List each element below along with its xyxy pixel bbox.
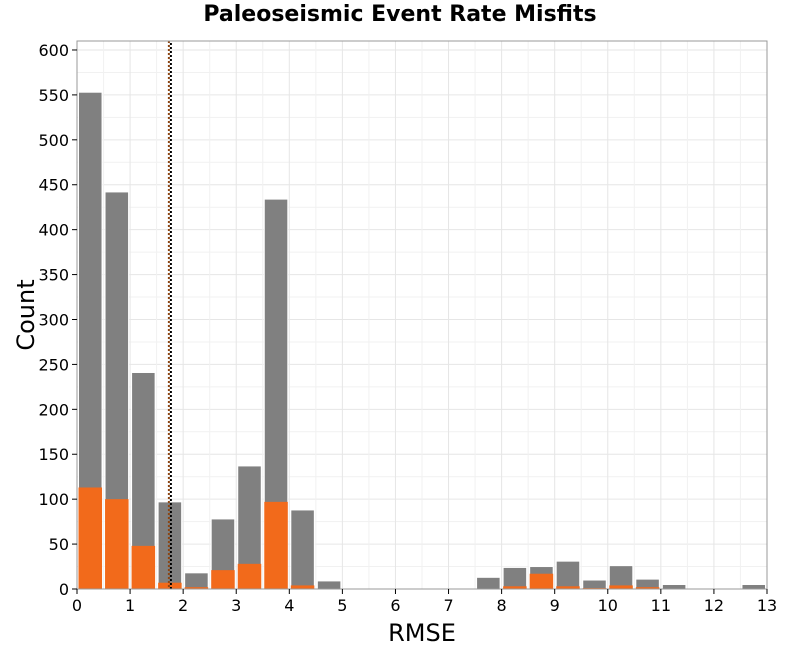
bar bbox=[264, 501, 288, 589]
bar bbox=[237, 563, 262, 589]
y-tick-label: 400 bbox=[38, 221, 69, 240]
y-axis-title: Count bbox=[12, 279, 40, 350]
bar bbox=[582, 579, 607, 590]
y-tick-label: 600 bbox=[38, 41, 69, 60]
x-tick-label: 6 bbox=[390, 596, 400, 615]
bar bbox=[502, 566, 528, 590]
y-tick-label: 550 bbox=[38, 86, 69, 105]
bar bbox=[184, 572, 209, 590]
x-tick-label: 10 bbox=[598, 596, 618, 615]
bar bbox=[555, 560, 581, 590]
x-tick-label: 11 bbox=[651, 596, 671, 615]
x-tick-label: 12 bbox=[704, 596, 724, 615]
x-tick-label: 0 bbox=[72, 596, 82, 615]
bar bbox=[184, 587, 209, 589]
x-ticks: 0 1 2 3 4 5 6 7 8 9 10 11 12 13 bbox=[72, 589, 777, 615]
chart-title: Paleoseismic Event Rate Misfits bbox=[203, 2, 597, 27]
y-tick-label: 500 bbox=[38, 131, 69, 150]
x-tick-label: 1 bbox=[125, 596, 135, 615]
y-tick-label: 50 bbox=[49, 535, 69, 554]
y-tick-label: 300 bbox=[38, 310, 69, 329]
y-tick-label: 200 bbox=[38, 400, 69, 419]
x-tick-label: 13 bbox=[757, 596, 777, 615]
y-ticks: 0 50 100 150 200 250 300 350 400 450 500 550 600 bbox=[38, 41, 77, 599]
x-tick-label: 7 bbox=[443, 596, 453, 615]
x-tick-label: 8 bbox=[497, 596, 507, 615]
y-tick-label: 250 bbox=[38, 355, 69, 374]
x-tick-label: 2 bbox=[178, 596, 188, 615]
x-tick-label: 3 bbox=[231, 596, 241, 615]
bar bbox=[661, 584, 687, 590]
x-tick-label: 9 bbox=[550, 596, 560, 615]
y-tick-label: 100 bbox=[38, 490, 69, 509]
bar bbox=[78, 487, 103, 589]
x-tick-label: 4 bbox=[284, 596, 294, 615]
x-axis-title: RMSE bbox=[388, 619, 456, 647]
y-tick-label: 150 bbox=[38, 445, 69, 464]
bar bbox=[635, 587, 660, 589]
y-tick-label: 350 bbox=[38, 266, 69, 285]
bar bbox=[290, 509, 315, 590]
y-tick-label: 450 bbox=[38, 176, 69, 195]
bar bbox=[316, 580, 342, 590]
bar bbox=[529, 573, 554, 589]
bar bbox=[609, 585, 633, 589]
bar bbox=[131, 545, 156, 589]
bar bbox=[290, 585, 315, 589]
bar bbox=[476, 576, 501, 590]
reference-line bbox=[167, 41, 172, 589]
bar bbox=[556, 586, 580, 589]
plot-frame bbox=[76, 40, 768, 590]
y-tick-label: 0 bbox=[59, 580, 69, 599]
bar bbox=[741, 584, 767, 590]
bar bbox=[211, 570, 235, 589]
grid bbox=[76, 41, 768, 590]
x-tick-label: 5 bbox=[337, 596, 347, 615]
bar bbox=[503, 586, 527, 589]
bars bbox=[78, 91, 767, 590]
bar bbox=[105, 499, 129, 589]
